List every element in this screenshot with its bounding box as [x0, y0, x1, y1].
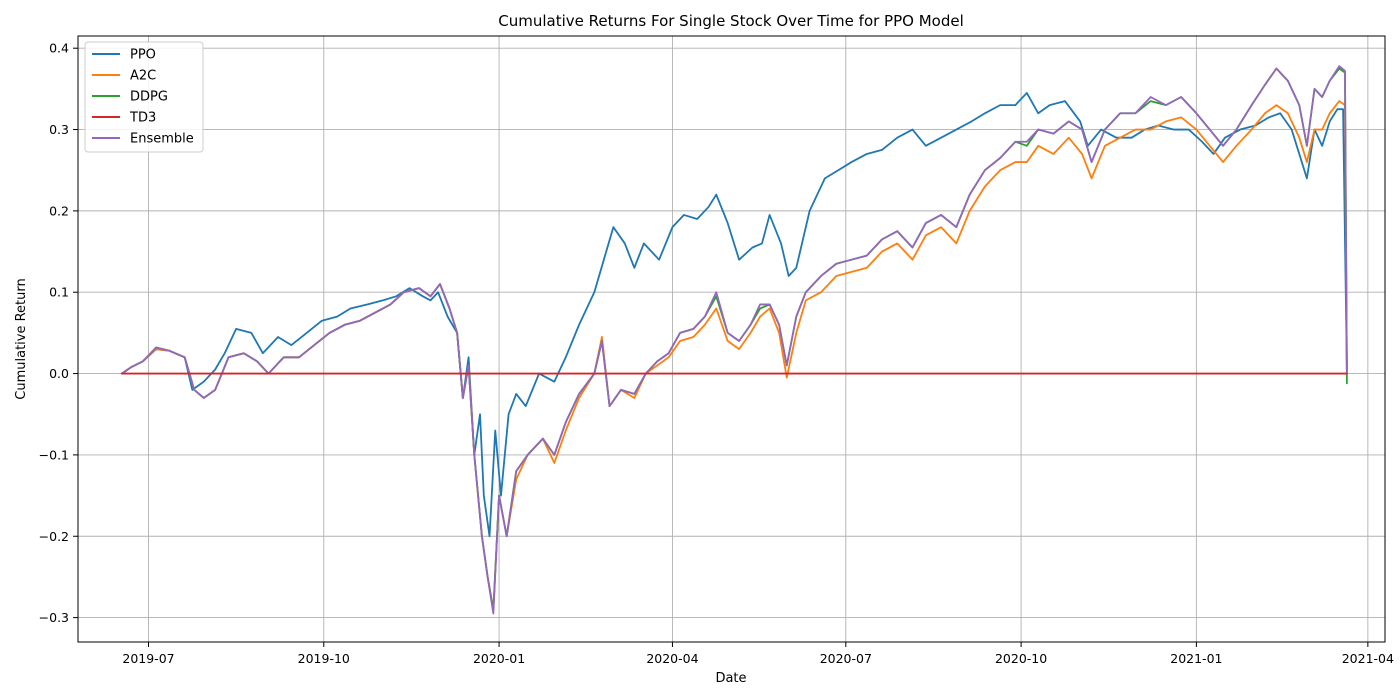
x-tick-label: 2021-01	[1170, 651, 1222, 666]
y-tick-label: 0.0	[49, 366, 69, 381]
legend-label-ensemble: Ensemble	[130, 132, 194, 147]
x-tick-label: 2020-07	[820, 651, 872, 666]
chart-title: Cumulative Returns For Single Stock Over…	[498, 12, 964, 30]
y-tick-label: −0.1	[39, 447, 69, 462]
y-tick-label: 0.3	[49, 122, 69, 137]
y-tick-label: 0.1	[49, 285, 69, 300]
x-axis-label: Date	[715, 671, 746, 686]
legend-box	[84, 41, 204, 153]
x-tick-label: 2021-04	[1342, 651, 1394, 666]
legend-label-td3: TD3	[129, 111, 156, 126]
x-tick-label: 2020-04	[646, 651, 698, 666]
legend-label-ppo: PPO	[130, 48, 156, 63]
series-group	[120, 65, 1348, 615]
series-line-ppo	[120, 92, 1348, 538]
series-line-ddpg	[120, 67, 1348, 611]
series-line-a2c	[120, 100, 1348, 611]
legend: PPO A2C DDPG TD3 Ensemble	[84, 41, 204, 153]
plot-frame	[77, 35, 1386, 643]
y-tick-label: −0.2	[39, 529, 69, 544]
x-tick-label: 2020-01	[473, 651, 525, 666]
y-axis: −0.3 −0.2 −0.1 0.0 0.1 0.2 0.3 0.4	[39, 41, 78, 625]
x-tick-label: 2019-07	[122, 651, 174, 666]
y-tick-label: 0.4	[49, 41, 69, 56]
legend-label-a2c: A2C	[130, 69, 156, 84]
x-axis: 2019-07 2019-10 2020-01 2020-04 2020-07 2020-…	[122, 642, 1394, 666]
x-tick-label: 2019-10	[298, 651, 350, 666]
legend-label-ddpg: DDPG	[130, 90, 168, 105]
y-tick-label: −0.3	[39, 610, 69, 625]
series-line-ensemble	[120, 65, 1348, 615]
y-axis-label: Cumulative Return	[14, 278, 29, 399]
y-tick-label: 0.2	[49, 203, 69, 218]
x-tick-label: 2020-10	[995, 651, 1047, 666]
grid	[78, 36, 1385, 642]
